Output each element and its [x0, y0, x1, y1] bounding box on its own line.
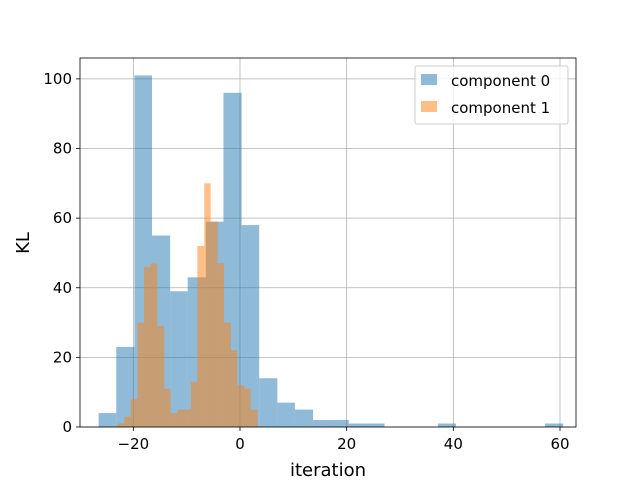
legend-swatch-component-0	[421, 74, 437, 85]
histogram-bar	[116, 346, 135, 427]
histogram-bar	[137, 322, 144, 427]
histogram-bar	[313, 420, 331, 427]
histogram-bar	[348, 423, 367, 427]
series-1-bars	[117, 183, 258, 427]
histogram-bar	[277, 402, 295, 427]
histogram-bar	[117, 423, 125, 427]
histogram-bar	[98, 413, 117, 427]
histogram-bar	[184, 409, 191, 427]
histogram-bar	[294, 409, 314, 427]
x-tick-label: 20	[337, 435, 356, 453]
plot-frame	[79, 57, 577, 428]
histogram-bar	[437, 423, 456, 427]
y-tick-label: 0	[62, 418, 72, 436]
legend-box	[414, 65, 569, 125]
histogram-bar	[230, 350, 238, 427]
histogram-bar	[130, 399, 138, 427]
histogram-bar	[330, 420, 349, 427]
legend-swatch-component-1	[421, 101, 437, 112]
histogram-bar	[250, 409, 258, 427]
histogram-bar	[241, 225, 260, 427]
axis-ticks: −20 0 20 40 60 0 20 40 60 80 100	[43, 70, 569, 453]
histogram-bar	[197, 245, 205, 427]
y-tick-label: 20	[53, 348, 72, 366]
histogram-bar	[366, 423, 385, 427]
histogram-bar	[124, 416, 131, 427]
histogram-bar	[157, 326, 165, 427]
histogram-bar	[190, 381, 198, 427]
histogram-bar	[170, 291, 188, 427]
legend-label-component-0: component 0	[451, 72, 550, 90]
histogram-bar	[150, 263, 158, 427]
x-tick-label: 60	[550, 435, 569, 453]
histogram-bar	[164, 388, 171, 427]
legend: component 0 component 1	[414, 65, 569, 125]
histogram-bar	[177, 409, 184, 427]
x-axis-label: iteration	[290, 460, 366, 480]
histogram-bar	[144, 266, 151, 427]
histogram-bar	[170, 413, 178, 427]
x-tick-label: −20	[118, 435, 150, 453]
x-tick-label: 0	[235, 435, 245, 453]
histogram-bar	[244, 388, 251, 427]
y-tick-label: 100	[43, 70, 72, 88]
y-tick-label: 60	[53, 209, 72, 227]
legend-label-component-1: component 1	[451, 99, 550, 117]
histogram-bar	[545, 423, 564, 427]
y-tick-label: 40	[53, 279, 72, 297]
histogram-bars	[98, 75, 564, 428]
histogram-bar	[217, 263, 224, 427]
histogram-bar	[224, 322, 231, 427]
y-axis-label: KL	[13, 232, 34, 254]
x-tick-label: 40	[444, 435, 463, 453]
histogram-bar	[259, 378, 278, 427]
y-tick-label: 80	[53, 140, 72, 158]
histogram-bar	[237, 385, 245, 427]
histogram-bar	[204, 183, 211, 427]
histogram-bar	[210, 221, 218, 427]
